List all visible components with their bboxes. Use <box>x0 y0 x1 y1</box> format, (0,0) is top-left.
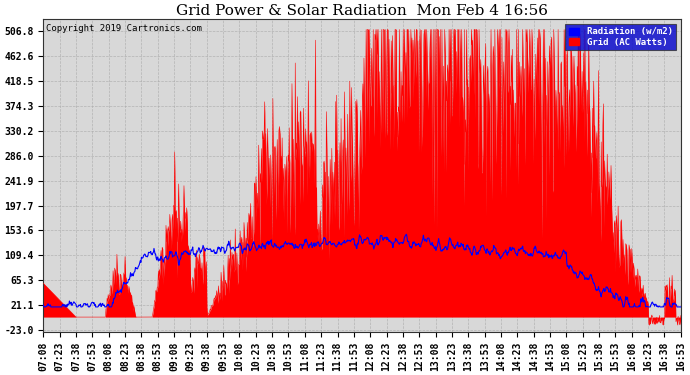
Legend: Radiation (w/m2), Grid (AC Watts): Radiation (w/m2), Grid (AC Watts) <box>565 24 676 50</box>
Title: Grid Power & Solar Radiation  Mon Feb 4 16:56: Grid Power & Solar Radiation Mon Feb 4 1… <box>176 4 548 18</box>
Text: Copyright 2019 Cartronics.com: Copyright 2019 Cartronics.com <box>46 24 202 33</box>
